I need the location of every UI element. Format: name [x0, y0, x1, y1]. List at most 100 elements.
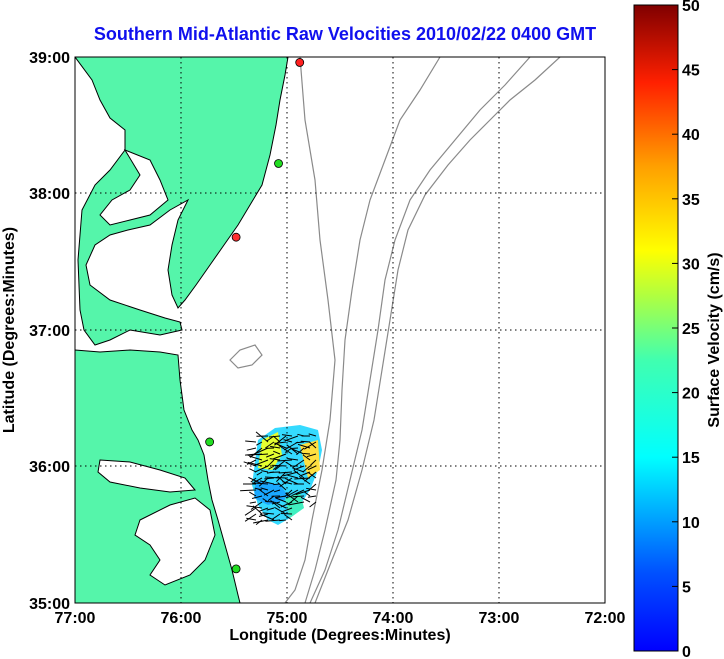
velocity-arrow	[306, 453, 317, 458]
velocity-arrow	[280, 507, 293, 513]
velocity-arrow	[264, 477, 275, 480]
x-tick-label: 72:00	[585, 610, 626, 627]
velocity-arrow	[248, 476, 263, 485]
velocity-arrow	[308, 441, 317, 449]
y-tick-label: 38:00	[29, 186, 70, 203]
velocity-arrow	[302, 454, 311, 461]
velocity-arrow	[271, 513, 281, 521]
velocity-arrow	[274, 465, 281, 471]
colorbar-gradient	[633, 4, 679, 652]
velocity-arrow	[275, 477, 287, 479]
colorbar-label: Surface Velocity (cm/s)	[706, 252, 723, 427]
y-tick-label: 35:00	[29, 596, 70, 613]
velocity-arrow	[285, 492, 299, 503]
velocity-arrow	[268, 465, 275, 470]
velocity-arrow	[283, 471, 299, 477]
stations	[205, 58, 305, 574]
colorbar-tick-label: 35	[682, 192, 700, 209]
velocity-arrow	[308, 433, 317, 437]
map-grid	[75, 57, 605, 603]
velocity-arrow	[298, 475, 311, 485]
velocity-arrow	[262, 512, 275, 515]
x-axis-label: Longitude (Degrees:Minutes)	[229, 627, 450, 644]
velocity-arrow	[250, 501, 263, 510]
velocity-arrow	[258, 488, 269, 497]
velocity-arrow	[245, 440, 257, 443]
velocity-arrow	[276, 471, 287, 482]
colorbar-tick-label: 30	[682, 256, 700, 273]
velocity-arrow	[259, 513, 275, 521]
velocity-arrow	[292, 495, 305, 498]
velocity-arrow	[251, 495, 263, 499]
velocity-arrow	[279, 519, 287, 522]
velocity-arrow	[245, 453, 257, 456]
velocity-arrow	[249, 491, 257, 497]
station-marker	[231, 232, 241, 242]
velocity-arrow	[244, 507, 257, 516]
velocity-arrow	[297, 443, 311, 449]
velocity-arrow	[266, 453, 275, 458]
velocity-arrow	[240, 489, 257, 492]
velocity-arrow	[257, 453, 269, 456]
velocity-arrow	[307, 471, 317, 479]
colorbar-tick-label: 25	[682, 321, 700, 338]
velocity-arrow	[310, 459, 317, 466]
colorbar-tick-label: 40	[682, 127, 700, 144]
map-frame	[74, 56, 606, 604]
velocity-arrow	[280, 513, 293, 515]
velocity-arrow	[283, 439, 293, 443]
velocity-arrow	[270, 500, 281, 509]
velocity-arrow	[261, 470, 269, 473]
x-tick-label: 75:00	[267, 610, 308, 627]
velocity-arrow	[278, 445, 293, 455]
velocity-arrow	[295, 489, 311, 496]
velocity-arrow	[249, 468, 257, 473]
colorbar-tick-label: 0	[682, 644, 691, 659]
velocity-arrow	[254, 487, 263, 491]
velocity-arrow	[309, 501, 317, 508]
velocity-arrow	[287, 458, 299, 461]
station-marker	[205, 437, 215, 447]
velocity-arrow	[277, 482, 287, 491]
velocity-arrow	[307, 465, 317, 471]
velocity-arrow	[247, 461, 263, 467]
station-marker	[231, 564, 241, 574]
x-tick-label: 77:00	[55, 610, 96, 627]
velocity-arrow	[265, 519, 281, 522]
x-tick-label: 74:00	[373, 610, 414, 627]
velocity-arrow	[277, 459, 293, 462]
velocity-arrow	[293, 469, 305, 479]
velocity-arrow	[254, 447, 269, 455]
station-marker	[274, 159, 283, 168]
velocity-arrow	[271, 464, 287, 467]
velocity-arrow	[306, 487, 317, 491]
colorbar-tick-label: 50	[682, 0, 700, 15]
velocity-arrow	[244, 513, 257, 522]
velocity-arrow	[273, 459, 287, 471]
velocity-arrow	[273, 453, 287, 460]
bathymetry-contours	[229, 57, 561, 603]
velocity-arrow	[273, 450, 281, 455]
velocity-arrow	[266, 507, 275, 511]
velocity-arrow	[288, 501, 305, 506]
velocity-arrow	[295, 441, 305, 444]
velocity-arrow	[274, 501, 287, 509]
velocity-arrow	[281, 434, 293, 437]
velocity-arrow	[284, 441, 299, 451]
colorbar-tick-label: 5	[682, 579, 691, 596]
velocity-arrow	[246, 517, 257, 521]
x-axis: 77:00 76:00 75:00 74:00 73:00 72:00 Long…	[55, 610, 626, 644]
velocity-arrow	[270, 445, 281, 449]
map-title: Southern Mid-Atlantic Raw Velocities 201…	[94, 24, 596, 44]
velocity-arrow	[291, 489, 305, 497]
velocity-arrow	[252, 505, 263, 515]
x-tick-label: 73:00	[479, 610, 520, 627]
colorbar-tick-label: 20	[682, 386, 700, 403]
velocity-arrow	[274, 495, 287, 499]
velocity-arrow	[286, 444, 299, 455]
velocity-arrow	[249, 501, 257, 504]
velocity-arrow	[267, 495, 275, 502]
velocity-arrow	[256, 441, 263, 446]
velocity-arrow	[291, 447, 299, 449]
